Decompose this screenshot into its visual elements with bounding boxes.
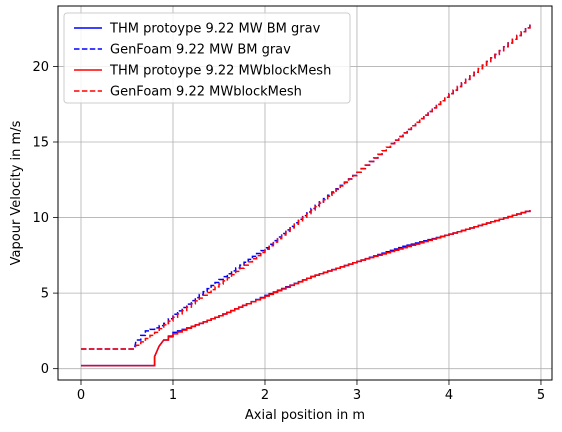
legend-label: GenFoam 9.22 MW BM grav: [110, 43, 291, 58]
x-axis-label: Axial position in m: [245, 408, 365, 423]
plot-frame: [57, 5, 553, 381]
legend-box: [63, 12, 351, 104]
x-tick-label: 4: [445, 388, 453, 403]
legend-label: THM protoype 9.22 MWblockMesh: [109, 64, 331, 79]
series-line-2: [81, 24, 531, 350]
y-axis-label: Vapour Velocity in m/s: [9, 120, 24, 265]
y-tick-label: 20: [32, 60, 49, 75]
x-tick-label: 1: [169, 388, 177, 403]
legend: THM protoype 9.22 MW BM grav GenFoam 9.22…: [63, 12, 351, 104]
legend-label: GenFoam 9.22 MWblockMesh: [110, 85, 302, 100]
series-line-4: [81, 24, 531, 350]
series-line-3: [81, 210, 531, 367]
y-tick-label: 15: [32, 136, 49, 151]
x-tick-label: 0: [77, 388, 85, 403]
y-tick-label: 10: [32, 211, 49, 226]
legend-label: THM protoype 9.22 MW BM grav: [109, 22, 321, 37]
ticks: 0 1 2 3 4 5 0 5 10 15 20: [32, 60, 545, 403]
x-tick-label: 5: [537, 388, 545, 403]
x-tick-label: 2: [261, 388, 269, 403]
y-tick-label: 5: [41, 287, 49, 302]
x-tick-label: 3: [353, 388, 361, 403]
y-tick-label: 0: [41, 362, 49, 377]
plot-lines: [81, 24, 531, 367]
